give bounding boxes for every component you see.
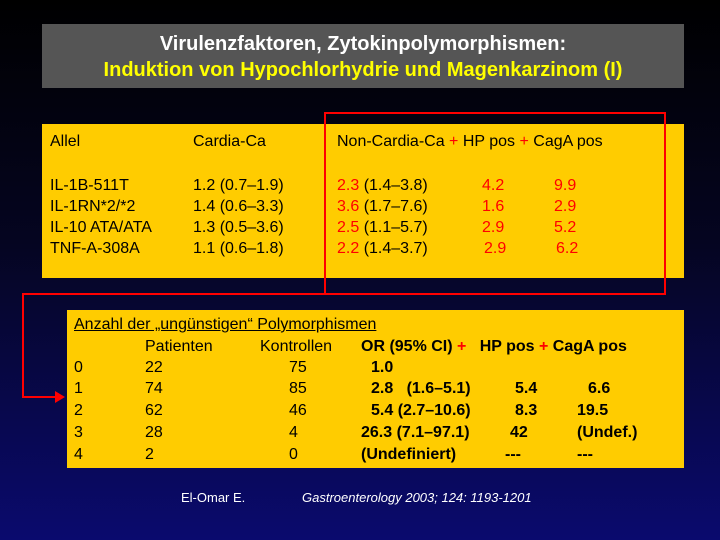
row-hp: 2.9	[484, 240, 507, 257]
row-kontrollen: 75	[289, 359, 307, 376]
header-kontrollen: Kontrollen	[260, 338, 333, 355]
row-caga: 5.2	[554, 219, 577, 236]
row-cardia: 1.2 (0.7–1.9)	[193, 177, 284, 194]
polymorphism-count-table: Anzahl der „ungünstigen“ Polymorphismen …	[67, 310, 684, 468]
row-noncardia: 2.3 (1.4–3.8)	[337, 177, 428, 194]
row-allel: IL-1RN*2/*2	[50, 198, 136, 215]
row-patienten: 74	[145, 380, 163, 397]
citation-journal: Gastroenterology 2003; 124: 1193-1201	[302, 490, 532, 505]
row-count: 2	[74, 402, 83, 419]
title-box: Virulenzfaktoren, Zytokinpolymorphismen:…	[42, 24, 684, 88]
connector-line	[22, 293, 24, 397]
row-count: 1	[74, 380, 83, 397]
row-cardia: 1.4 (0.6–3.3)	[193, 198, 284, 215]
row-kontrollen: 46	[289, 402, 307, 419]
row-or: (Undefiniert)	[361, 446, 457, 463]
row-caga: 2.9	[554, 198, 577, 215]
connector-line	[22, 396, 56, 398]
row-hp: 4.2	[482, 177, 505, 194]
row-count: 0	[74, 359, 83, 376]
header-or: OR (95% CI) + HP pos + CagA pos	[361, 338, 627, 355]
row-count: 3	[74, 424, 83, 441]
row-caga: 9.9	[554, 177, 577, 194]
row-patienten: 2	[145, 446, 154, 463]
table2-heading: Anzahl der „ungünstigen“ Polymorphismen	[74, 316, 377, 333]
row-allel: IL-1B-511T	[50, 177, 129, 194]
row-or: 1.0	[371, 359, 394, 376]
row-kontrollen: 85	[289, 380, 307, 397]
connector-line	[22, 293, 325, 295]
row-cardia: 1.3 (0.5–3.6)	[193, 219, 284, 236]
row-noncardia: 3.6 (1.7–7.6)	[337, 198, 428, 215]
row-caga: 6.6	[588, 380, 611, 397]
row-or: 26.3 (7.1–97.1)	[361, 424, 470, 441]
row-hp: 2.9	[482, 219, 505, 236]
row-hp: 8.3	[515, 402, 538, 419]
row-patienten: 62	[145, 402, 163, 419]
row-caga: 19.5	[577, 402, 609, 419]
citation-author: El-Omar E.	[181, 490, 246, 505]
plus-sign: +	[449, 133, 459, 150]
row-hp: ---	[505, 446, 521, 463]
header-cardia: Cardia-Ca	[193, 133, 266, 150]
row-patienten: 28	[145, 424, 163, 441]
row-kontrollen: 4	[289, 424, 298, 441]
plus-sign: +	[519, 133, 529, 150]
row-patienten: 22	[145, 359, 163, 376]
plus-sign: +	[539, 338, 549, 355]
row-hp: 1.6	[482, 198, 505, 215]
arrow-head-icon	[55, 391, 65, 403]
row-hp: 42	[510, 424, 528, 441]
highlight-frame	[324, 112, 666, 295]
row-caga: ---	[577, 446, 593, 463]
row-noncardia: 2.5 (1.1–5.7)	[337, 219, 428, 236]
row-count: 4	[74, 446, 83, 463]
row-or: 2.8 (1.6–5.1)	[371, 380, 471, 397]
row-caga: (Undef.)	[577, 424, 638, 441]
title-line1: Virulenzfaktoren, Zytokinpolymorphismen:	[159, 33, 567, 55]
row-kontrollen: 0	[289, 446, 298, 463]
header-allel: Allel	[50, 133, 81, 150]
row-or: 5.4 (2.7–10.6)	[371, 402, 471, 419]
allele-table: Allel Cardia-Ca Non-Cardia-Ca + HP pos +…	[42, 124, 684, 278]
row-noncardia: 2.2 (1.4–3.7)	[337, 240, 428, 257]
row-caga: 6.2	[556, 240, 579, 257]
row-allel: IL-10 ATA/ATA	[50, 219, 152, 236]
plus-sign: +	[457, 338, 467, 355]
row-allel: TNF-A-308A	[50, 240, 140, 257]
row-cardia: 1.1 (0.6–1.8)	[193, 240, 284, 257]
row-hp: 5.4	[515, 380, 538, 397]
header-patienten: Patienten	[145, 338, 213, 355]
title-line2: Induktion von Hypochlorhydrie und Magenk…	[103, 59, 623, 81]
header-noncardia: Non-Cardia-Ca + HP pos + CagA pos	[337, 133, 603, 150]
